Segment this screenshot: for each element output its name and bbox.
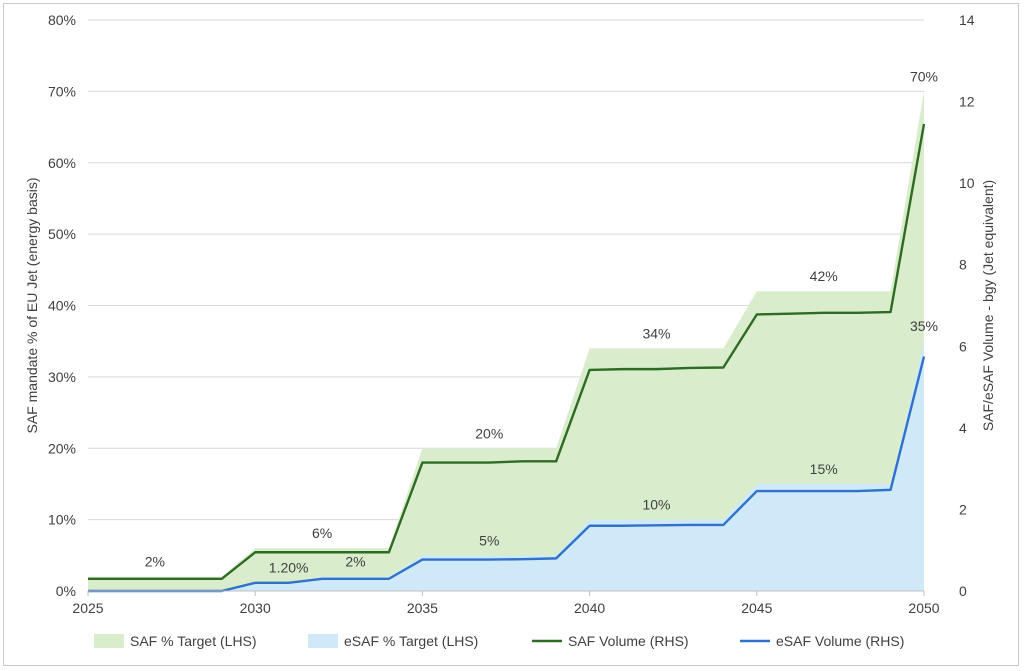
legend-label: eSAF % Target (LHS) xyxy=(344,633,478,649)
x-tick-label: 2035 xyxy=(407,600,438,616)
y-right-tick-label: 14 xyxy=(959,12,975,28)
y-left-axis-title: SAF mandate % of EU Jet (energy basis) xyxy=(24,178,40,434)
data-label: 2% xyxy=(145,554,165,570)
data-label: 5% xyxy=(479,532,499,548)
axes: 2025 2030 2035 2040 2045 2050 0% 10% 20% 30% 40% 50… xyxy=(24,12,996,616)
data-label: 15% xyxy=(810,461,838,477)
legend-label: SAF % Target (LHS) xyxy=(130,633,257,649)
legend-item-saf-target-lhs: SAF % Target (LHS) xyxy=(94,633,257,649)
line-saf-volume-rhs xyxy=(88,123,926,580)
y-left-tick-label: 20% xyxy=(48,440,76,456)
y-left-tick-label: 50% xyxy=(48,226,76,242)
chart-frame xyxy=(3,3,1019,666)
legend-item-saf-volume-rhs: SAF Volume (RHS) xyxy=(532,633,689,649)
legend-swatch xyxy=(308,634,338,648)
y-right-tick-label: 12 xyxy=(959,94,975,110)
y-left-tick-label: 10% xyxy=(48,512,76,528)
y-left-tick-label: 70% xyxy=(48,83,76,99)
data-label: 20% xyxy=(475,425,503,441)
legend-swatch xyxy=(94,634,124,648)
data-label: 35% xyxy=(910,318,938,334)
y-right-tick-label: 10 xyxy=(959,175,975,191)
y-right-tick-label: 0 xyxy=(959,583,967,599)
x-tick-label: 2045 xyxy=(741,600,772,616)
y-left-tick-label: 30% xyxy=(48,369,76,385)
x-tick-label: 2030 xyxy=(240,600,271,616)
area-series xyxy=(88,91,924,591)
y-right-tick-label: 2 xyxy=(959,501,967,517)
y-left-tick-label: 60% xyxy=(48,155,76,171)
line-esaf-volume-rhs xyxy=(88,356,926,593)
data-label: 10% xyxy=(642,497,670,513)
data-label: 6% xyxy=(312,525,332,541)
y-right-axis-title: SAF/eSAF Volume - bgy (Jet equivalent) xyxy=(980,180,996,431)
area-esaf-target-lhs xyxy=(88,341,924,591)
y-left-tick-label: 80% xyxy=(48,12,76,28)
x-tick-label: 2050 xyxy=(908,600,939,616)
legend-item-esaf-target-lhs: eSAF % Target (LHS) xyxy=(308,633,478,649)
data-labels: 2% 6% 1.20% 2% 20% 5% 34% 10% 42% 15% 70% 35% xyxy=(145,68,938,575)
x-tick-label: 2025 xyxy=(72,600,103,616)
legend-item-esaf-volume-rhs: eSAF Volume (RHS) xyxy=(740,633,904,649)
y-right-tick-label: 8 xyxy=(959,257,967,273)
area-saf-target-lhs xyxy=(88,91,924,591)
y-left-tick-label: 40% xyxy=(48,298,76,314)
legend-label: eSAF Volume (RHS) xyxy=(776,633,904,649)
data-label: 42% xyxy=(810,268,838,284)
legend: SAF % Target (LHS) eSAF % Target (LHS) SAF… xyxy=(94,633,904,649)
data-label: 2% xyxy=(345,554,365,570)
legend-label: SAF Volume (RHS) xyxy=(568,633,689,649)
line-series xyxy=(88,123,926,593)
data-label: 70% xyxy=(910,68,938,84)
data-label: 34% xyxy=(642,325,670,341)
data-label: 1.20% xyxy=(269,559,309,575)
x-tick-label: 2040 xyxy=(574,600,605,616)
y-left-tick-label: 0% xyxy=(56,583,76,599)
y-right-tick-label: 4 xyxy=(959,420,967,436)
y-right-tick-label: 6 xyxy=(959,338,967,354)
